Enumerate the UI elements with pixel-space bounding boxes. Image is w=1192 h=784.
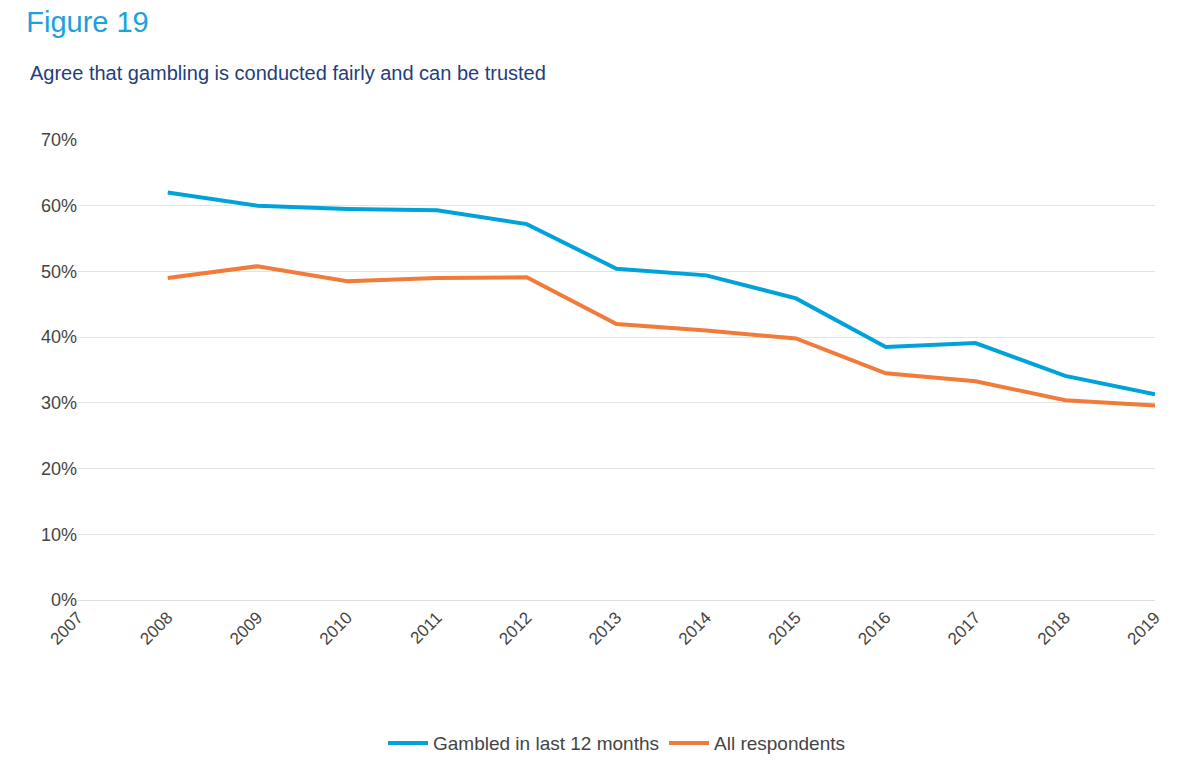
svg-text:60%: 60% (41, 196, 77, 216)
svg-text:All respondents: All respondents (714, 733, 845, 754)
svg-text:2019: 2019 (1124, 608, 1164, 648)
svg-text:2015: 2015 (765, 608, 805, 648)
svg-text:2018: 2018 (1034, 608, 1074, 648)
svg-text:0%: 0% (51, 590, 77, 610)
svg-text:2010: 2010 (316, 608, 356, 648)
svg-text:2017: 2017 (944, 608, 984, 648)
svg-text:70%: 70% (41, 130, 77, 150)
svg-text:2014: 2014 (675, 608, 715, 648)
svg-text:2007: 2007 (47, 608, 87, 648)
svg-text:Figure 19: Figure 19 (26, 6, 149, 38)
svg-text:2016: 2016 (854, 608, 894, 648)
svg-text:10%: 10% (41, 525, 77, 545)
svg-text:Agree that gambling is conduct: Agree that gambling is conducted fairly … (30, 62, 546, 84)
svg-text:30%: 30% (41, 393, 77, 413)
svg-text:2008: 2008 (136, 608, 176, 648)
svg-text:2011: 2011 (407, 608, 446, 647)
svg-text:50%: 50% (41, 262, 77, 282)
svg-text:2009: 2009 (226, 608, 266, 648)
svg-text:Gambled in last 12 months: Gambled in last 12 months (433, 733, 659, 754)
svg-text:40%: 40% (41, 327, 77, 347)
svg-text:20%: 20% (41, 459, 77, 479)
svg-text:2013: 2013 (585, 608, 625, 648)
svg-text:2012: 2012 (495, 608, 535, 648)
